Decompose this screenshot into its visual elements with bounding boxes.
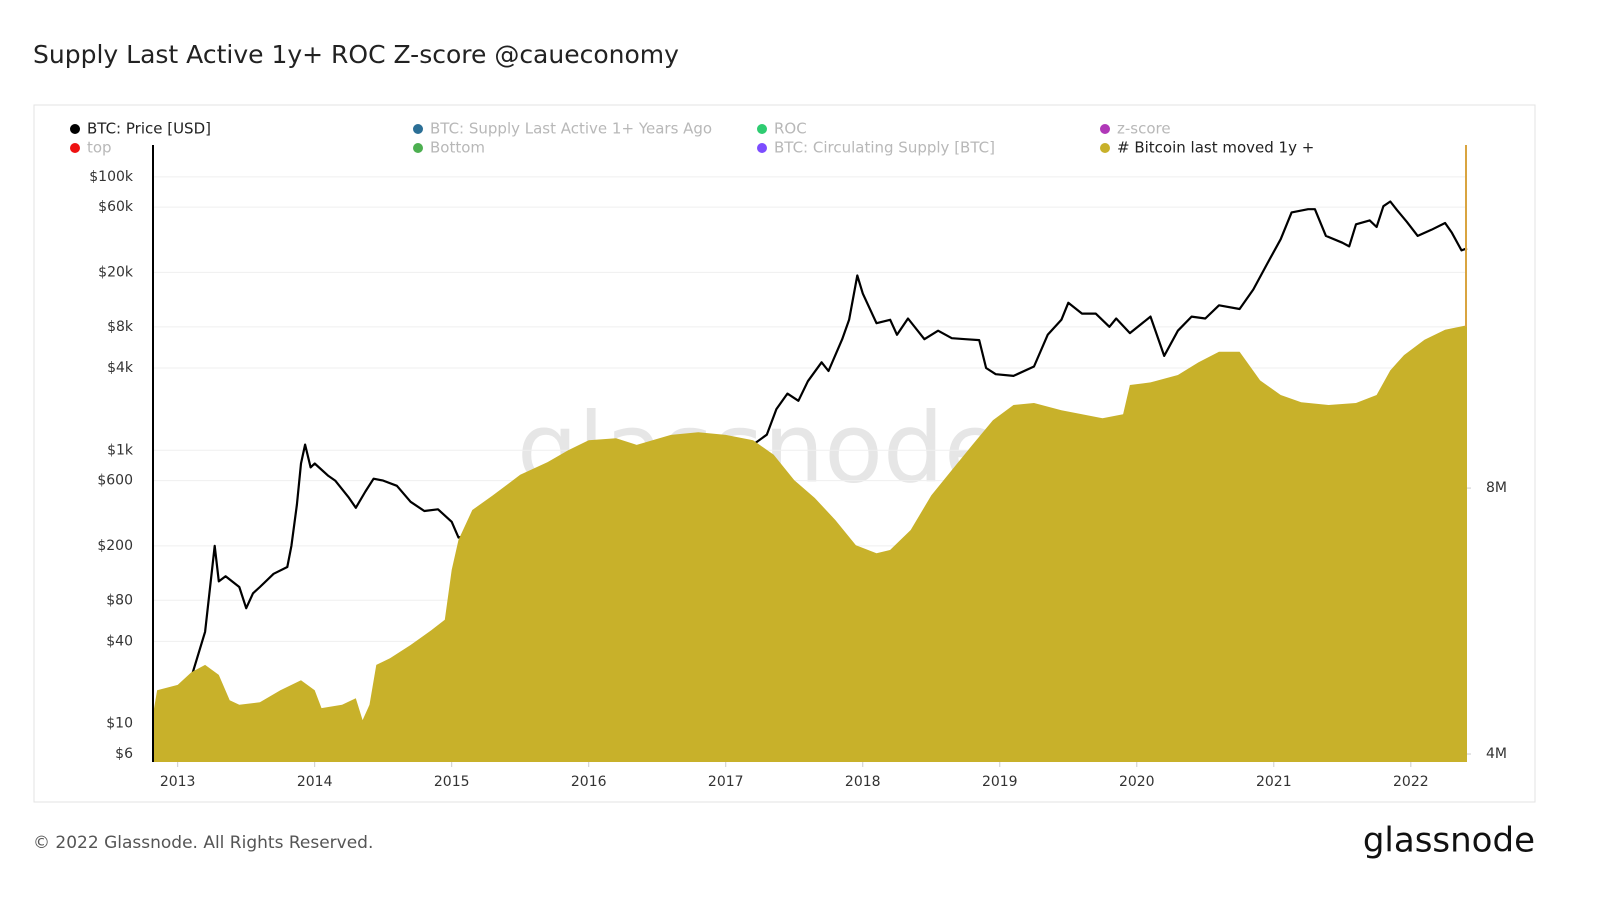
legend-swatch [413, 143, 423, 153]
legend-label: z-score [1117, 120, 1171, 138]
plot-area: $6 $10 $40 $80 $200 $600 $1k $4k $8k $20k $60k $100… [70, 120, 1507, 790]
legend-swatch [413, 124, 423, 134]
x-tick-label: 2013 [160, 774, 196, 790]
x-tick-label: 2018 [845, 774, 881, 790]
x-tick-label: 2019 [982, 774, 1018, 790]
legend-item[interactable]: ROC [757, 120, 807, 138]
legend-item[interactable]: BTC: Price [USD] [70, 120, 211, 138]
price-line [152, 200, 1468, 720]
y-tick-label: $80 [106, 592, 133, 608]
y-tick-label: $200 [97, 538, 133, 554]
logo: glassnode [1363, 821, 1535, 861]
legend-swatch [757, 143, 767, 153]
legend-label: # Bitcoin last moved 1y + [1117, 139, 1314, 157]
y-tick-label: $40 [106, 633, 133, 649]
y-tick-label: $60k [98, 199, 134, 215]
x-tick-label: 2021 [1256, 774, 1292, 790]
x-tick-label: 2014 [297, 774, 333, 790]
legend-label: BTC: Supply Last Active 1+ Years Ago [430, 120, 712, 138]
legend-swatch [1100, 124, 1110, 134]
legend-label: BTC: Circulating Supply [BTC] [774, 139, 995, 157]
y-tick-label: $8k [107, 319, 134, 335]
y-tick-label: $100k [89, 169, 134, 185]
legend-item[interactable]: z-score [1100, 120, 1171, 138]
legend-item[interactable]: Bottom [413, 139, 485, 157]
y-tick-label: $1k [107, 442, 134, 458]
chart-title: Supply Last Active 1y+ ROC Z-score @caue… [33, 40, 679, 69]
supply-area [153, 325, 1467, 762]
legend-swatch [70, 124, 80, 134]
legend-swatch [1100, 143, 1110, 153]
x-tick-label: 2015 [434, 774, 470, 790]
legend-item[interactable]: # Bitcoin last moved 1y + [1100, 139, 1314, 157]
legend-swatch [757, 124, 767, 134]
legend-item[interactable]: BTC: Circulating Supply [BTC] [757, 139, 995, 157]
legend-item[interactable]: top [70, 139, 112, 157]
x-tick-label: 2022 [1393, 774, 1429, 790]
chart-frame [33, 104, 1536, 803]
x-tick-label: 2020 [1119, 774, 1155, 790]
y-tick-label: $4k [107, 360, 134, 376]
legend-label: top [87, 139, 112, 157]
y-tick-label: $10 [106, 716, 133, 732]
footer: © 2022 Glassnode. All Rights Reserved. [33, 833, 373, 853]
y-tick-label: $600 [97, 473, 133, 489]
y2-tick-label: 8M [1486, 480, 1507, 496]
legend-swatch [70, 143, 80, 153]
x-tick-label: 2017 [708, 774, 744, 790]
legend-label: ROC [774, 120, 807, 138]
legend-item[interactable]: BTC: Supply Last Active 1+ Years Ago [413, 120, 712, 138]
legend-label: Bottom [430, 139, 485, 157]
x-tick-label: 2016 [571, 774, 607, 790]
y-tick-label: $6 [115, 746, 133, 762]
y2-tick-label: 4M [1486, 746, 1507, 762]
y-tick-label: $20k [98, 264, 134, 280]
legend-label: BTC: Price [USD] [87, 120, 211, 138]
